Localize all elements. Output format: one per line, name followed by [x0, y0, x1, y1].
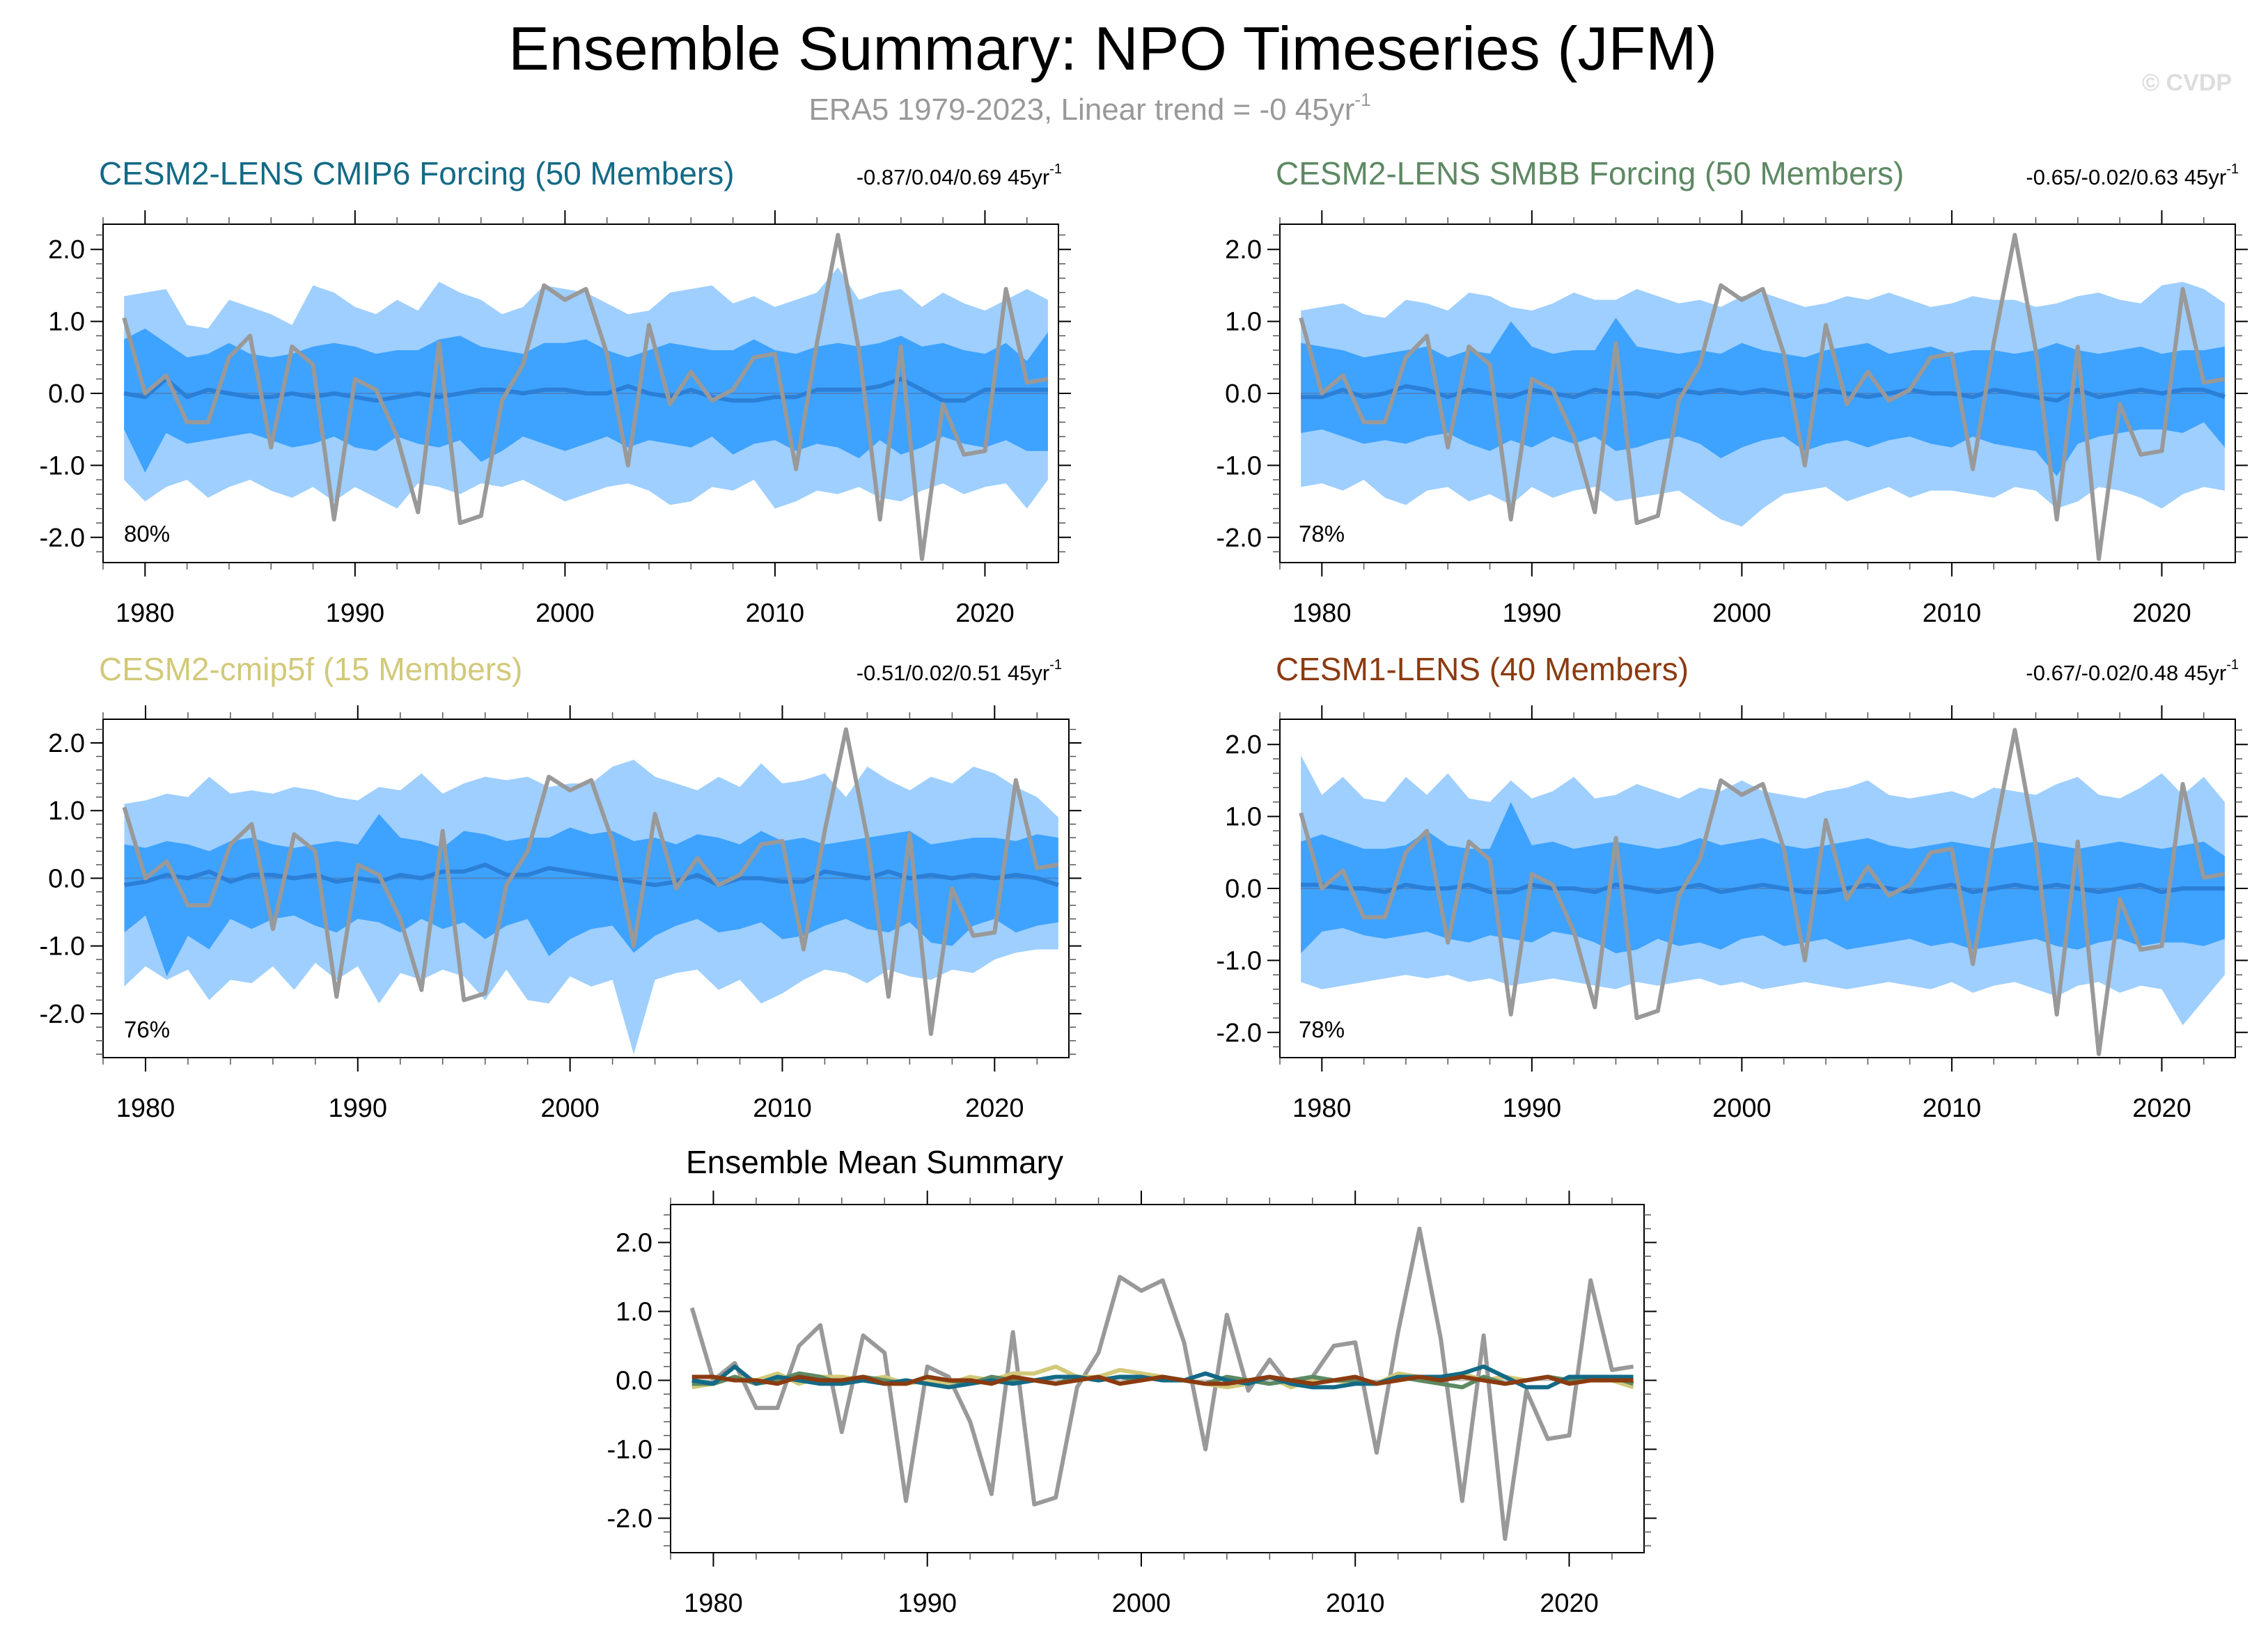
panel-stat: -0.51/0.02/0.51 45yr-1: [857, 657, 1062, 685]
inner-spread-band: [1301, 317, 2225, 476]
y-tick-label: -1.0: [40, 932, 85, 962]
panel-cesm2-smbb: CESM2-LENS SMBB Forcing (50 Members) -0.6…: [1217, 155, 2248, 628]
x-tick-label: 2010: [1326, 1589, 1385, 1618]
panel-title: CESM2-cmip5f (15 Members): [99, 651, 522, 687]
x-tick-label: 2000: [1712, 1094, 1772, 1123]
x-tick-label: 1980: [1292, 599, 1352, 628]
panel-cesm1-lens: CESM1-LENS (40 Members) -0.67/-0.02/0.48 …: [1217, 651, 2248, 1123]
percent-label: 76%: [124, 1017, 170, 1042]
inner-spread-band: [1301, 801, 2225, 954]
ensemble-mean-line: [123, 377, 1048, 403]
figure-subtitle-superscript: -1: [1354, 89, 1370, 110]
x-tick-label: 1990: [1503, 599, 1562, 628]
x-tick-label: 1990: [326, 599, 385, 628]
y-tick-label: 2.0: [48, 235, 85, 265]
x-tick-label: 2020: [2132, 1094, 2191, 1123]
x-tick-label: 2000: [1112, 1589, 1171, 1618]
percent-label: 78%: [1299, 521, 1345, 547]
panel-title: Ensemble Mean Summary: [686, 1144, 1063, 1180]
y-tick-label: -2.0: [607, 1504, 652, 1533]
figure-title: Ensemble Summary: NPO Timeseries (JFM): [508, 14, 1717, 83]
x-tick-label: 2010: [746, 599, 805, 628]
panel-cesm2-cmip5f: CESM2-cmip5f (15 Members) -0.51/0.02/0.51…: [40, 651, 1081, 1123]
panel-ensemble-mean-summary: Ensemble Mean Summary 2.0 1.0 0.0 -1.0 -2.0 19…: [607, 1144, 1657, 1618]
observed-line: [122, 233, 1049, 561]
y-tick-label: 2.0: [616, 1228, 652, 1257]
panel-stat-text: -0.87/0.04/0.69 45yr: [857, 165, 1049, 189]
x-tick-label: 1980: [1292, 1094, 1352, 1123]
panel-stat-text: -0.67/-0.02/0.48 45yr: [2026, 661, 2226, 685]
x-tick-label: 2000: [540, 1094, 600, 1123]
y-tick-label: 1.0: [48, 797, 85, 826]
y-tick-label: 0.0: [48, 379, 85, 409]
y-tick-label: -1.0: [1217, 946, 1262, 975]
percent-label: 80%: [124, 521, 170, 547]
x-tick-label: 1990: [329, 1094, 388, 1123]
series-line-cmip6: [691, 1364, 1634, 1390]
series-line-cesm1: [691, 1374, 1634, 1386]
percent-label: 78%: [1299, 1017, 1345, 1042]
figure-subtitle-text: ERA5 1979-2023, Linear trend = -0 45yr: [808, 93, 1354, 127]
y-tick-label: -2.0: [40, 1000, 85, 1029]
x-tick-label: 2010: [1923, 1094, 1982, 1123]
figure-subtitle: ERA5 1979-2023, Linear trend = -0 45yr-1: [808, 89, 1370, 127]
panel-cesm2-cmip6: CESM2-LENS CMIP6 Forcing (50 Members) -0.…: [40, 155, 1071, 628]
panel-title: CESM2-LENS CMIP6 Forcing (50 Members): [99, 155, 735, 191]
x-tick-label: 1990: [898, 1589, 957, 1618]
x-tick-label: 2020: [2132, 599, 2191, 628]
inner-spread-band: [124, 328, 1048, 473]
x-tick-label: 1980: [116, 1094, 175, 1123]
y-tick-label: -1.0: [607, 1435, 652, 1464]
series-line-obs: [689, 1226, 1634, 1542]
observed-line: [1299, 728, 2226, 1056]
y-tick-label: 2.0: [1225, 730, 1262, 760]
plot-frame: [102, 719, 1070, 1058]
watermark: © CVDP: [2142, 70, 2232, 96]
panel-stat: -0.87/0.04/0.69 45yr-1: [857, 162, 1062, 189]
y-tick-label: 1.0: [1225, 803, 1262, 832]
observed-line: [1299, 233, 2226, 561]
panel-stat: -0.65/-0.02/0.63 45yr-1: [2026, 162, 2239, 189]
panel-stat-superscript: -1: [2226, 162, 2239, 177]
y-tick-label: 0.0: [1225, 379, 1262, 409]
y-tick-label: 1.0: [616, 1297, 652, 1326]
panel-stat-superscript: -1: [2226, 657, 2239, 673]
inner-spread-band: [124, 814, 1058, 977]
panel-title: CESM2-LENS SMBB Forcing (50 Members): [1276, 155, 1904, 191]
y-tick-label: 0.0: [48, 864, 85, 893]
x-tick-label: 2020: [965, 1094, 1024, 1123]
x-tick-label: 2010: [753, 1094, 812, 1123]
y-tick-label: 2.0: [48, 729, 85, 758]
observed-line: [122, 727, 1059, 1036]
panel-title: CESM1-LENS (40 Members): [1276, 651, 1689, 687]
x-tick-label: 1980: [116, 599, 175, 628]
x-tick-label: 2000: [1712, 599, 1772, 628]
plot-frame: [670, 1204, 1645, 1553]
x-tick-label: 2020: [1540, 1589, 1599, 1618]
y-tick-label: 0.0: [616, 1366, 652, 1395]
x-tick-label: 2020: [955, 599, 1015, 628]
y-tick-label: 1.0: [1225, 308, 1262, 337]
x-tick-label: 2000: [535, 599, 595, 628]
panel-stat-superscript: -1: [1049, 657, 1062, 673]
x-tick-label: 1990: [1503, 1094, 1562, 1123]
panel-stat-text: -0.51/0.02/0.51 45yr: [857, 661, 1049, 685]
panel-stat-text: -0.65/-0.02/0.63 45yr: [2026, 165, 2226, 189]
y-tick-label: 1.0: [48, 308, 85, 337]
panel-stat: -0.67/-0.02/0.48 45yr-1: [2026, 657, 2239, 685]
y-tick-label: -2.0: [40, 524, 85, 553]
y-tick-label: -1.0: [40, 451, 85, 480]
y-tick-label: -2.0: [1217, 524, 1262, 553]
y-tick-label: 2.0: [1225, 235, 1262, 265]
panel-stat-superscript: -1: [1049, 162, 1062, 177]
panels-container: CESM2-LENS CMIP6 Forcing (50 Members) -0.…: [40, 155, 2248, 1618]
y-tick-label: -2.0: [1217, 1019, 1262, 1048]
x-tick-label: 1980: [684, 1589, 743, 1618]
y-tick-label: 0.0: [1225, 875, 1262, 904]
y-tick-label: -1.0: [1217, 451, 1262, 480]
x-tick-label: 2010: [1923, 599, 1982, 628]
